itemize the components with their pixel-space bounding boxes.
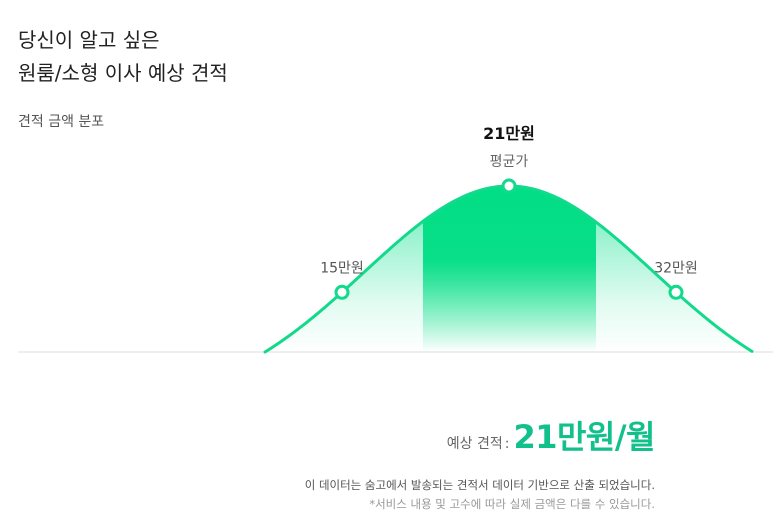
marker-32 — [668, 284, 684, 300]
point-label-32: 32만원 — [654, 260, 698, 276]
title-line-1: 당신이 알고 싶은 — [18, 28, 160, 52]
estimate-label: 예상 견적 — [446, 436, 503, 452]
estimate-summary: 예상 견적 : 21만원/월 — [446, 412, 656, 458]
footnotes: 이 데이터는 숨고에서 발송되는 견적서 데이터 기반으로 산출 되었습니다. … — [305, 476, 655, 514]
chart-title: 견적 금액 분포 — [18, 114, 105, 130]
footnote-disclaimer: *서비스 내용 및 고수에 따라 실제 금액은 다를 수 있습니다. — [369, 497, 655, 511]
marker-21 — [501, 178, 517, 194]
mean-value-label: 21만원 — [483, 124, 535, 143]
point-label-15: 15만원 — [320, 260, 364, 276]
mean-caption: 평균가 — [490, 154, 529, 170]
estimate-value: 21만원/월 — [513, 418, 655, 456]
page-title: 당신이 알고 싶은 원룸/소형 이사 예상 견적 — [18, 24, 228, 90]
marker-15 — [334, 284, 350, 300]
title-line-2: 원룸/소형 이사 예상 견적 — [18, 61, 228, 85]
footnote-source: 이 데이터는 숨고에서 발송되는 견적서 데이터 기반으로 산출 되었습니다. — [304, 478, 655, 492]
estimate-separator: : — [504, 436, 510, 452]
average-range-band — [423, 186, 596, 352]
